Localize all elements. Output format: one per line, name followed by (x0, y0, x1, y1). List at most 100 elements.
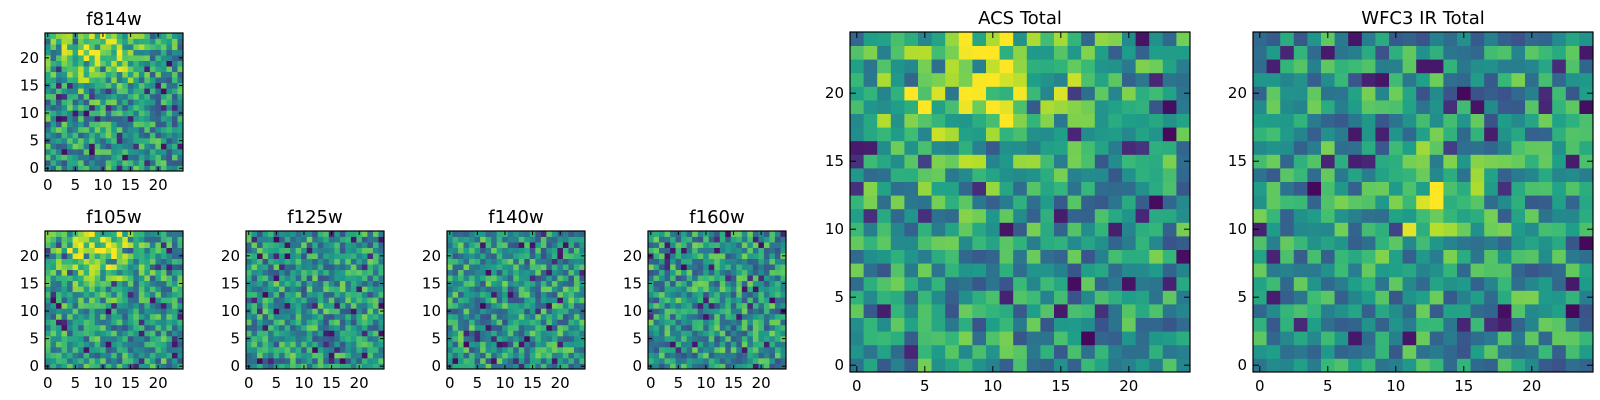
heatmap-cell (1402, 222, 1417, 237)
heatmap-cell (166, 110, 173, 117)
heatmap-cell (317, 302, 324, 309)
heatmap-cell (524, 247, 531, 254)
heatmap-cell (540, 324, 547, 331)
heatmap-cell (122, 291, 129, 298)
heatmap-cell (78, 159, 85, 166)
heatmap-cell (356, 258, 363, 265)
heatmap-cell (458, 313, 464, 320)
heatmap-cell (904, 32, 919, 46)
heatmap-cell (334, 346, 341, 353)
heatmap-cell (579, 275, 586, 282)
heatmap-cell (1389, 140, 1403, 155)
heatmap-cell (1470, 181, 1485, 196)
heatmap-cell (469, 341, 475, 348)
heatmap-cell (290, 242, 297, 248)
heatmap-cell (573, 269, 580, 276)
heatmap-cell (1484, 331, 1499, 346)
heatmap-cell (703, 302, 710, 309)
heatmap-cell (149, 66, 156, 73)
heatmap-cell (1525, 72, 1539, 87)
heatmap-cell (758, 346, 765, 353)
heatmap-cell (1122, 358, 1136, 373)
heatmap-cell (94, 242, 101, 248)
heatmap-cell (458, 346, 464, 353)
heatmap-cell (513, 313, 520, 320)
heatmap-cell (1054, 127, 1068, 142)
heatmap-cell (1389, 181, 1403, 196)
heatmap-cell (116, 77, 123, 84)
heatmap-cell (350, 286, 357, 293)
heatmap-cell (160, 33, 167, 39)
heatmap-cell (1149, 140, 1164, 155)
heatmap-cell (339, 286, 346, 293)
panel-title: ACS Total (978, 8, 1062, 29)
heatmap-cell (339, 346, 346, 353)
heatmap-cell (372, 357, 379, 364)
heatmap-cell (317, 264, 324, 271)
heatmap-cell (474, 247, 481, 254)
heatmap-cell (1443, 32, 1458, 46)
heatmap-cell (50, 269, 57, 276)
heatmap-cell (301, 335, 308, 342)
heatmap-cell (485, 363, 492, 370)
heatmap-cell (301, 319, 308, 326)
heatmap-cell (458, 341, 464, 348)
heatmap-cell (863, 168, 878, 182)
heatmap-cell (485, 275, 492, 282)
heatmap-cell (177, 115, 184, 122)
heatmap-cell (138, 346, 145, 353)
heatmap-cell (284, 264, 291, 271)
heatmap-cell (1470, 127, 1485, 142)
heatmap-cell (769, 308, 776, 315)
heatmap-cell (116, 247, 123, 254)
heatmap-cell (45, 88, 51, 95)
heatmap-cell (659, 247, 665, 254)
heatmap-cell (361, 357, 368, 364)
heatmap-cell (469, 286, 475, 293)
heatmap-cell (535, 258, 542, 265)
heatmap-cell (863, 290, 878, 305)
heatmap-cell (452, 335, 459, 342)
heatmap-cell (350, 291, 357, 298)
heatmap-cell (116, 291, 123, 298)
heatmap-cell (166, 104, 173, 111)
heatmap-cell (1375, 304, 1390, 318)
heatmap-cell (863, 127, 878, 142)
heatmap-cell (361, 247, 368, 254)
heatmap-cell (719, 275, 726, 282)
heatmap-cell (50, 159, 57, 166)
heatmap-cell (890, 181, 905, 196)
heatmap-cell (273, 258, 280, 265)
heatmap-cell (1149, 236, 1164, 250)
heatmap-cell (1081, 304, 1096, 318)
heatmap-cell (50, 88, 57, 95)
heatmap-cell (535, 324, 542, 331)
heatmap-cell (78, 253, 85, 259)
heatmap-cell (72, 60, 79, 67)
heatmap-cell (1579, 59, 1594, 74)
heatmap-cell (1253, 208, 1267, 223)
heatmap-cell (763, 363, 770, 370)
heatmap-cell (719, 242, 726, 248)
heatmap-cell (144, 82, 151, 89)
heatmap-cell (1484, 317, 1499, 332)
heatmap-cell (1361, 127, 1376, 142)
heatmap-cell (1579, 317, 1594, 332)
heatmap-cell (890, 290, 905, 305)
heatmap-cell (1162, 181, 1177, 196)
heatmap-cell (1552, 140, 1567, 155)
heatmap-cell (166, 148, 173, 155)
heatmap-cell (1565, 32, 1580, 46)
heatmap-cell (116, 275, 123, 282)
heatmap-cell (1565, 154, 1580, 169)
heatmap-cell (149, 132, 156, 139)
heatmap-cell (568, 346, 575, 353)
heatmap-cell (780, 357, 787, 364)
heatmap-cell (557, 313, 564, 320)
heatmap-cell (1054, 140, 1068, 155)
heatmap-cell (1054, 86, 1068, 101)
heatmap-cell (1149, 276, 1164, 291)
heatmap-cell (664, 313, 671, 320)
heatmap-cell (133, 275, 140, 282)
heatmap-cell (850, 344, 864, 359)
